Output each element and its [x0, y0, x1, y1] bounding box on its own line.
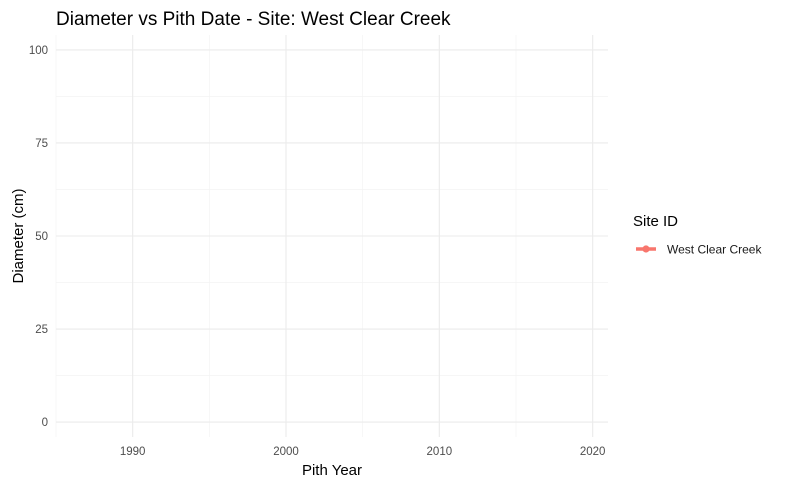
- legend-key-point: [642, 245, 650, 253]
- grid-layer: [55, 35, 608, 437]
- y-tick-label: 0: [42, 417, 48, 429]
- y-axis-title: Diameter (cm): [10, 188, 27, 283]
- x-tick-labels: 1990 2000 2010 2020: [120, 446, 606, 458]
- legend-items: West Clear Creek: [636, 243, 762, 257]
- chart-title: Diameter vs Pith Date - Site: West Clear…: [56, 9, 451, 30]
- plot-panel: 1990 2000 2010 2020 0 25 50 75 100: [29, 35, 608, 458]
- y-tick-labels: 0 25 50 75 100: [29, 45, 48, 429]
- x-tick-label: 1990: [120, 446, 146, 458]
- legend-label: West Clear Creek: [667, 243, 762, 257]
- y-tick-label: 100: [29, 45, 48, 57]
- y-tick-label: 75: [35, 138, 48, 150]
- y-tick-label: 50: [35, 231, 48, 243]
- x-tick-label: 2020: [580, 446, 606, 458]
- x-tick-label: 2000: [273, 446, 299, 458]
- x-tick-label: 2010: [427, 446, 453, 458]
- legend-item: West Clear Creek: [636, 243, 762, 257]
- legend: Site ID West Clear Creek: [633, 213, 762, 257]
- y-tick-label: 25: [35, 324, 48, 336]
- x-axis-title: Pith Year: [302, 462, 362, 479]
- legend-title: Site ID: [633, 213, 678, 230]
